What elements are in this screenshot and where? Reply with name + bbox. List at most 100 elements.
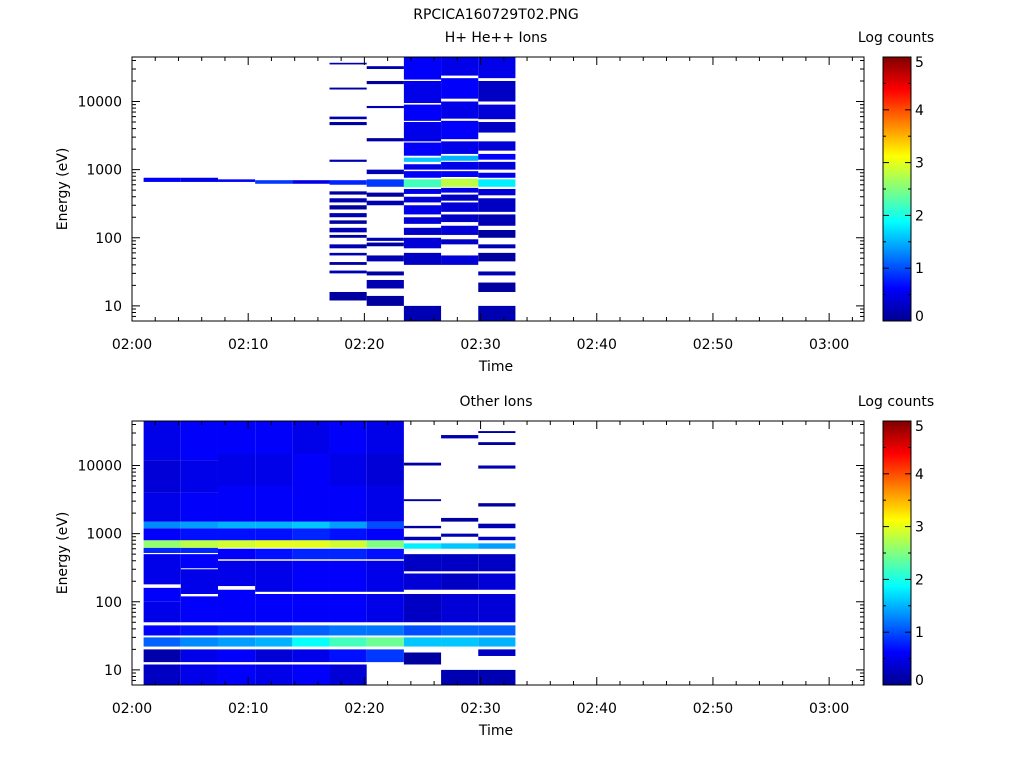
- heatmap-cell: [143, 554, 181, 585]
- heatmap-cell: [366, 521, 404, 529]
- y-tick-label: 100: [95, 595, 122, 611]
- panel-h-he-ions: H+ He++ Ions 02:00 02:10 02:20 02:30 02:40 02…: [55, 30, 934, 375]
- heatmap-cell: [366, 421, 404, 454]
- heatmap-cell: [441, 669, 479, 685]
- heatmap-cell: [478, 188, 516, 196]
- heatmap-cell: [403, 57, 442, 80]
- heatmap-cell: [180, 637, 218, 647]
- heatmap-cell: [441, 594, 479, 623]
- heatmap-cell: [478, 57, 516, 79]
- colorbar-tick-label: 0: [915, 673, 924, 689]
- heatmap-cell: [255, 594, 293, 623]
- heatmap-cell: [292, 548, 330, 560]
- heatmap-cell: [366, 540, 404, 548]
- heatmap-cell: [217, 421, 256, 454]
- heatmap-cell: [329, 159, 367, 162]
- heatmap-cell: [329, 227, 367, 233]
- heatmap-cell: [329, 291, 367, 301]
- heatmap-cell: [366, 138, 404, 142]
- heatmap-cell: [366, 548, 404, 560]
- heatmap-cell: [180, 540, 218, 548]
- plot-frame: [131, 420, 865, 686]
- heatmap-cell: [143, 649, 181, 663]
- heatmap-cell: [366, 279, 404, 289]
- colorbar-tick-label: 0: [915, 309, 924, 325]
- heatmap-cell: [366, 271, 404, 276]
- heatmap-cell: [329, 234, 367, 238]
- heatmap-cell: [441, 141, 479, 154]
- y-tick-label: 1000: [86, 527, 122, 543]
- heatmap-cell: [329, 421, 367, 454]
- heatmap-cell: [441, 625, 479, 636]
- x-tick-label: 02:20: [344, 337, 384, 353]
- heatmap-cell: [143, 625, 181, 636]
- colorbar-tick-label: 5: [915, 55, 924, 71]
- heatmap-cell: [143, 664, 181, 685]
- heatmap-cell: [329, 625, 367, 636]
- heatmap-cell: [403, 179, 442, 188]
- axis-tick-labels: 02:00 02:10 02:20 02:30 02:40 02:50 03:00 10 100…: [77, 95, 849, 353]
- heatmap-cell: [292, 560, 330, 592]
- heatmap-cell: [217, 625, 256, 636]
- heatmap-cell: [366, 105, 404, 109]
- heatmap-cell: [329, 205, 367, 210]
- heatmap-cell: [255, 528, 293, 541]
- heatmap-cell: [478, 80, 516, 102]
- heatmap-cell: [403, 525, 442, 529]
- heatmap-cell: [329, 540, 367, 548]
- heatmap-cell: [329, 521, 367, 529]
- heatmap-cell: [441, 101, 479, 119]
- heatmap-cell: [255, 486, 293, 522]
- heatmap-cell: [478, 122, 516, 133]
- heatmap-cell: [217, 521, 256, 529]
- heatmap-cell: [366, 169, 404, 175]
- heatmap-cell: [478, 465, 516, 469]
- heatmap-cell: [441, 255, 479, 265]
- colorbar-ticks: 0 1 2 3 4 5: [883, 55, 924, 325]
- heatmap-cell: [441, 202, 479, 212]
- heatmap-cell: [403, 188, 442, 194]
- heatmap-cell: [403, 652, 442, 665]
- heatmap-cell: [180, 625, 218, 636]
- heatmap-cell: [329, 122, 367, 126]
- heatmap-cell: [403, 252, 442, 265]
- heatmap-cell: [403, 205, 442, 215]
- heatmap-cell: [366, 200, 404, 206]
- heatmap-cell: [143, 601, 181, 623]
- heatmap-cell: [478, 198, 516, 212]
- heatmap-cell: [441, 517, 479, 522]
- heatmap-cell: [441, 155, 479, 161]
- heatmap-cell: [478, 503, 516, 507]
- heatmap-cell: [143, 528, 181, 541]
- heatmap-cell: [329, 213, 367, 218]
- heatmap-cell: [329, 528, 367, 541]
- colorbar-label: Log counts: [858, 30, 934, 46]
- heatmap-cell: [255, 540, 293, 548]
- heatmap-cell: [329, 664, 367, 685]
- heatmap-cell: [478, 244, 516, 249]
- heatmap-cell: [478, 179, 516, 187]
- heatmap-cell: [255, 649, 293, 663]
- heatmap-cell: [441, 435, 479, 439]
- heatmap-cell: [143, 492, 181, 522]
- heatmap-cell: [180, 547, 218, 553]
- heatmap-cell: [143, 421, 181, 461]
- heatmap-cell: [255, 560, 293, 592]
- heatmap-cell: [143, 540, 181, 548]
- heatmap-cell: [478, 573, 516, 590]
- x-tick-label: 02:10: [228, 337, 268, 353]
- heatmap-cell: [143, 460, 181, 493]
- heatmap-cell: [143, 637, 181, 647]
- heatmap-cell: [366, 295, 404, 306]
- colorbar-ticks: 0 1 2 3 4 5: [883, 419, 924, 689]
- x-tick-label: 02:50: [693, 337, 733, 353]
- heatmap-cell: [217, 453, 256, 487]
- heatmap-cell: [403, 573, 442, 590]
- heatmap-cell: [329, 198, 367, 203]
- heatmap-cell: [329, 87, 367, 90]
- heatmap-cell: [478, 230, 516, 238]
- heatmap-cell: [292, 540, 330, 548]
- heatmap-cell: [478, 153, 516, 160]
- heatmap-cell: [478, 536, 516, 541]
- heatmap-cell: [366, 486, 404, 522]
